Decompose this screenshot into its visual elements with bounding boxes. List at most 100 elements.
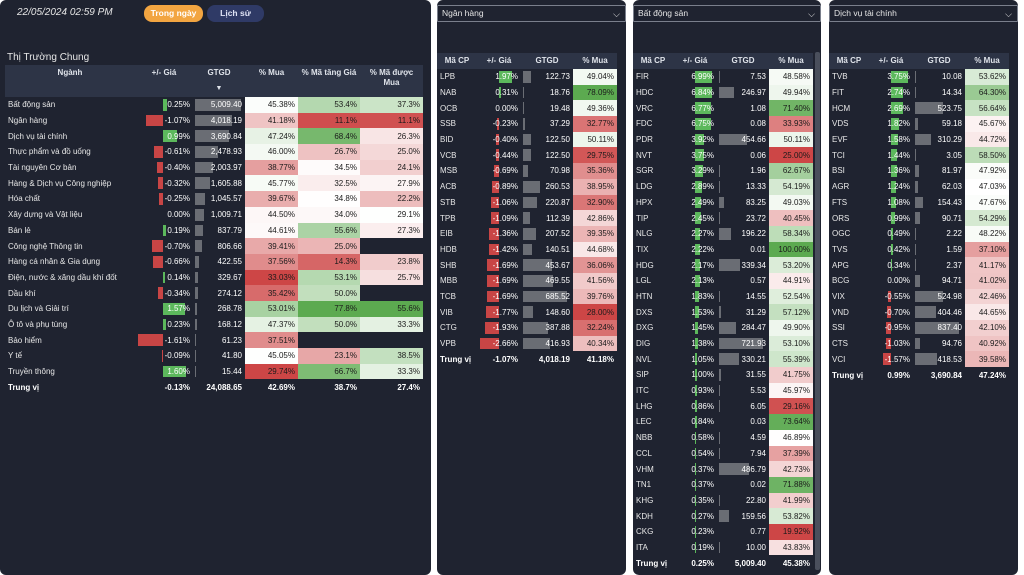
table-row[interactable]: Công nghệ Thông tin -0.70% 806.66 39.41% 25.…	[5, 238, 423, 254]
sector-dropdown[interactable]: Dịch vụ tài chính ⌵	[829, 5, 1018, 22]
table-row[interactable]: TN1 0.37% 0.02 71.88%	[633, 476, 813, 493]
table-row[interactable]: PDR 3.92% 454.66 50.11%	[633, 131, 813, 148]
col-header[interactable]: % Mua	[769, 53, 813, 69]
table-row[interactable]: VRC 6.77% 1.08 71.40%	[633, 100, 813, 117]
sector-dropdown[interactable]: Ngân hàng ⌵	[437, 5, 626, 22]
table-row[interactable]: KHG 0.35% 22.80 41.99%	[633, 492, 813, 509]
table-row[interactable]: APG 0.34% 2.37 41.17%	[829, 257, 1009, 273]
table-row[interactable]: TCI 1.44% 3.05 58.50%	[829, 147, 1009, 164]
table-row[interactable]: VIX -0.55% 524.98 42.46%	[829, 288, 1009, 305]
table-row[interactable]: TIP 2.45% 23.72 40.45%	[633, 210, 813, 226]
col-header[interactable]: % Mua	[573, 53, 617, 69]
table-row[interactable]: Thực phẩm và đồ uống -0.61% 2,478.93 46.00%…	[5, 144, 423, 160]
table-row[interactable]: VCI -1.57% 418.53 39.58%	[829, 351, 1009, 368]
table-row[interactable]: MBB -1.69% 469.55 41.56%	[437, 272, 617, 289]
chevron-down-icon[interactable]: ⌵	[1005, 9, 1012, 19]
table-row[interactable]: ITA 0.19% 10.00 43.83%	[633, 539, 813, 556]
table-row[interactable]: FIR 6.99% 7.53 48.58%	[633, 69, 813, 85]
table-row[interactable]: Dầu khí -0.34% 274.12 35.42% 50.0%	[5, 285, 423, 301]
table-row[interactable]: Điện, nước & xăng dầu khí đốt 0.14% 329.67…	[5, 269, 423, 286]
table-row[interactable]: OCB 0.00% 19.48 49.36%	[437, 100, 617, 117]
table-row[interactable]: HTN 1.83% 14.55 52.54%	[633, 288, 813, 305]
table-row[interactable]: TVS 0.42% 1.59 37.10%	[829, 241, 1009, 258]
table-row[interactable]: MSB -0.69% 70.98 35.36%	[437, 163, 617, 179]
col-header-change[interactable]: +/- Giá	[135, 65, 193, 97]
col-header[interactable]: GTGD	[717, 53, 769, 69]
table-row[interactable]: OGC 0.49% 2.22 48.22%	[829, 225, 1009, 242]
today-button[interactable]: Trong ngày	[144, 5, 203, 22]
table-row[interactable]: VIB -1.77% 148.60 28.00%	[437, 304, 617, 320]
sort-desc-icon[interactable]: ▼	[215, 85, 223, 92]
col-header[interactable]: Mã CP	[633, 53, 673, 69]
table-row[interactable]: NBB 0.58% 4.59 46.89%	[633, 429, 813, 446]
table-row[interactable]: KDH 0.27% 159.56 53.82%	[633, 508, 813, 524]
table-row[interactable]: Du lịch và Giải trí 1.57% 268.78 53.01% 77.8…	[5, 300, 423, 317]
table-row[interactable]: CTS -1.03% 94.76 40.92%	[829, 335, 1009, 352]
table-row[interactable]: VCB -0.44% 122.50 29.75%	[437, 147, 617, 164]
table-row[interactable]: Xây dựng và Vật liệu 0.00% 1,009.71 44.50% 3…	[5, 206, 423, 223]
table-row[interactable]: VHM 0.37% 486.79 42.73%	[633, 461, 813, 477]
table-row[interactable]: LDG 2.89% 13.33 54.19%	[633, 178, 813, 195]
table-row[interactable]: NVL 1.05% 330.21 55.39%	[633, 351, 813, 368]
table-row[interactable]: LGL 2.13% 0.57 44.91%	[633, 272, 813, 289]
table-row[interactable]: NLG 2.27% 196.22 58.34%	[633, 225, 813, 242]
col-header[interactable]: GTGD	[521, 53, 573, 69]
table-row[interactable]: BSI 1.36% 81.97 47.92%	[829, 163, 1009, 179]
table-row[interactable]: FIT 2.74% 14.34 64.30%	[829, 84, 1009, 101]
table-row[interactable]: Bất động sản 0.25% 5,009.40 45.38% 53.4% 37.3…	[5, 97, 423, 113]
table-row[interactable]: Ô tô và phụ tùng 0.23% 168.12 47.37% 50.0% 33…	[5, 316, 423, 333]
table-row[interactable]: VPB -2.66% 416.93 40.34%	[437, 335, 617, 352]
table-row[interactable]: NVT 3.75% 0.06 25.00%	[633, 147, 813, 164]
col-header-sector[interactable]: Ngành	[5, 65, 135, 97]
table-row[interactable]: SSI -0.95% 837.40 42.10%	[829, 320, 1009, 336]
table-row[interactable]: Hàng cá nhân & Gia dụng -0.66% 422.55 37.56…	[5, 253, 423, 270]
table-row[interactable]: EIB -1.36% 207.52 39.35%	[437, 225, 617, 242]
col-header-up-pct[interactable]: % Mã tăng Giá	[298, 65, 360, 97]
table-row[interactable]: AGR 1.24% 62.03 47.03%	[829, 178, 1009, 195]
col-header[interactable]: +/- Giá	[477, 53, 521, 69]
table-row[interactable]: BID -0.40% 122.50 50.11%	[437, 131, 617, 148]
table-row[interactable]: Hóa chất -0.25% 1,045.57 39.67% 34.8% 22.2%	[5, 191, 423, 207]
table-row[interactable]: DXG 1.45% 284.47 49.90%	[633, 320, 813, 336]
col-header[interactable]: GTGD	[913, 53, 965, 69]
table-row[interactable]: NAB 0.31% 18.76 78.09%	[437, 84, 617, 101]
table-row[interactable]: ORS 0.99% 90.71 54.29%	[829, 210, 1009, 226]
col-header[interactable]: Mã CP	[829, 53, 869, 69]
table-row[interactable]: Y tế -0.09% 41.80 45.05% 23.1% 38.5%	[5, 348, 423, 364]
table-row[interactable]: CCL 0.54% 7.94 37.39%	[633, 445, 813, 462]
col-header-buy[interactable]: % Mua	[245, 65, 298, 97]
table-row[interactable]: HDC 6.84% 246.97 49.94%	[633, 84, 813, 101]
table-row[interactable]: HCM 2.69% 523.75 56.64%	[829, 100, 1009, 117]
table-row[interactable]: ITC 0.93% 5.53 45.97%	[633, 382, 813, 399]
table-row[interactable]: SIP 1.00% 31.55 41.75%	[633, 367, 813, 383]
table-row[interactable]: SGR 3.29% 1.96 62.67%	[633, 163, 813, 179]
table-row[interactable]: HDB -1.42% 140.51 44.68%	[437, 241, 617, 258]
col-header[interactable]: +/- Giá	[673, 53, 717, 69]
history-button[interactable]: Lịch sử	[207, 5, 264, 22]
table-row[interactable]: STB -1.06% 220.87 32.90%	[437, 194, 617, 211]
table-row[interactable]: TCB -1.69% 685.52 39.76%	[437, 288, 617, 305]
table-row[interactable]: Bảo hiểm -1.61% 61.23 37.51%	[5, 332, 423, 348]
table-row[interactable]: DXS 1.53% 31.29 57.12%	[633, 304, 813, 320]
scrollbar[interactable]	[815, 52, 820, 570]
table-row[interactable]: LEC 0.84% 0.03 73.64%	[633, 414, 813, 430]
col-header[interactable]: Mã CP	[437, 53, 477, 69]
table-row[interactable]: SSB -0.23% 37.29 32.77%	[437, 116, 617, 132]
table-row[interactable]: CTG -1.93% 387.88 32.24%	[437, 320, 617, 336]
table-row[interactable]: EVF 1.58% 310.29 44.72%	[829, 131, 1009, 148]
chevron-down-icon[interactable]: ⌵	[808, 9, 815, 19]
table-row[interactable]: TPB -1.09% 112.39 42.86%	[437, 210, 617, 226]
table-row[interactable]: LPB 1.97% 122.73 49.04%	[437, 69, 617, 85]
table-row[interactable]: FTS 1.08% 154.43 47.67%	[829, 194, 1009, 211]
table-row[interactable]: TVB 3.75% 10.08 53.62%	[829, 69, 1009, 85]
table-row[interactable]: FDC 6.75% 0.08 33.93%	[633, 116, 813, 132]
table-row[interactable]: LHG 0.86% 6.05 29.16%	[633, 398, 813, 415]
col-header[interactable]: +/- Giá	[869, 53, 913, 69]
col-header-value[interactable]: GTGD ▼	[193, 65, 245, 97]
table-row[interactable]: Bán lẻ 0.19% 837.79 44.61% 55.6% 27.3%	[5, 222, 423, 239]
table-row[interactable]: CKG 0.23% 0.77 19.92%	[633, 523, 813, 540]
chevron-down-icon[interactable]: ⌵	[613, 9, 620, 19]
table-row[interactable]: BCG 0.00% 94.71 41.02%	[829, 272, 1009, 289]
table-row[interactable]: TIX 2.22% 0.01 100.00%	[633, 241, 813, 258]
sector-dropdown[interactable]: Bất động sản ⌵	[633, 5, 821, 22]
